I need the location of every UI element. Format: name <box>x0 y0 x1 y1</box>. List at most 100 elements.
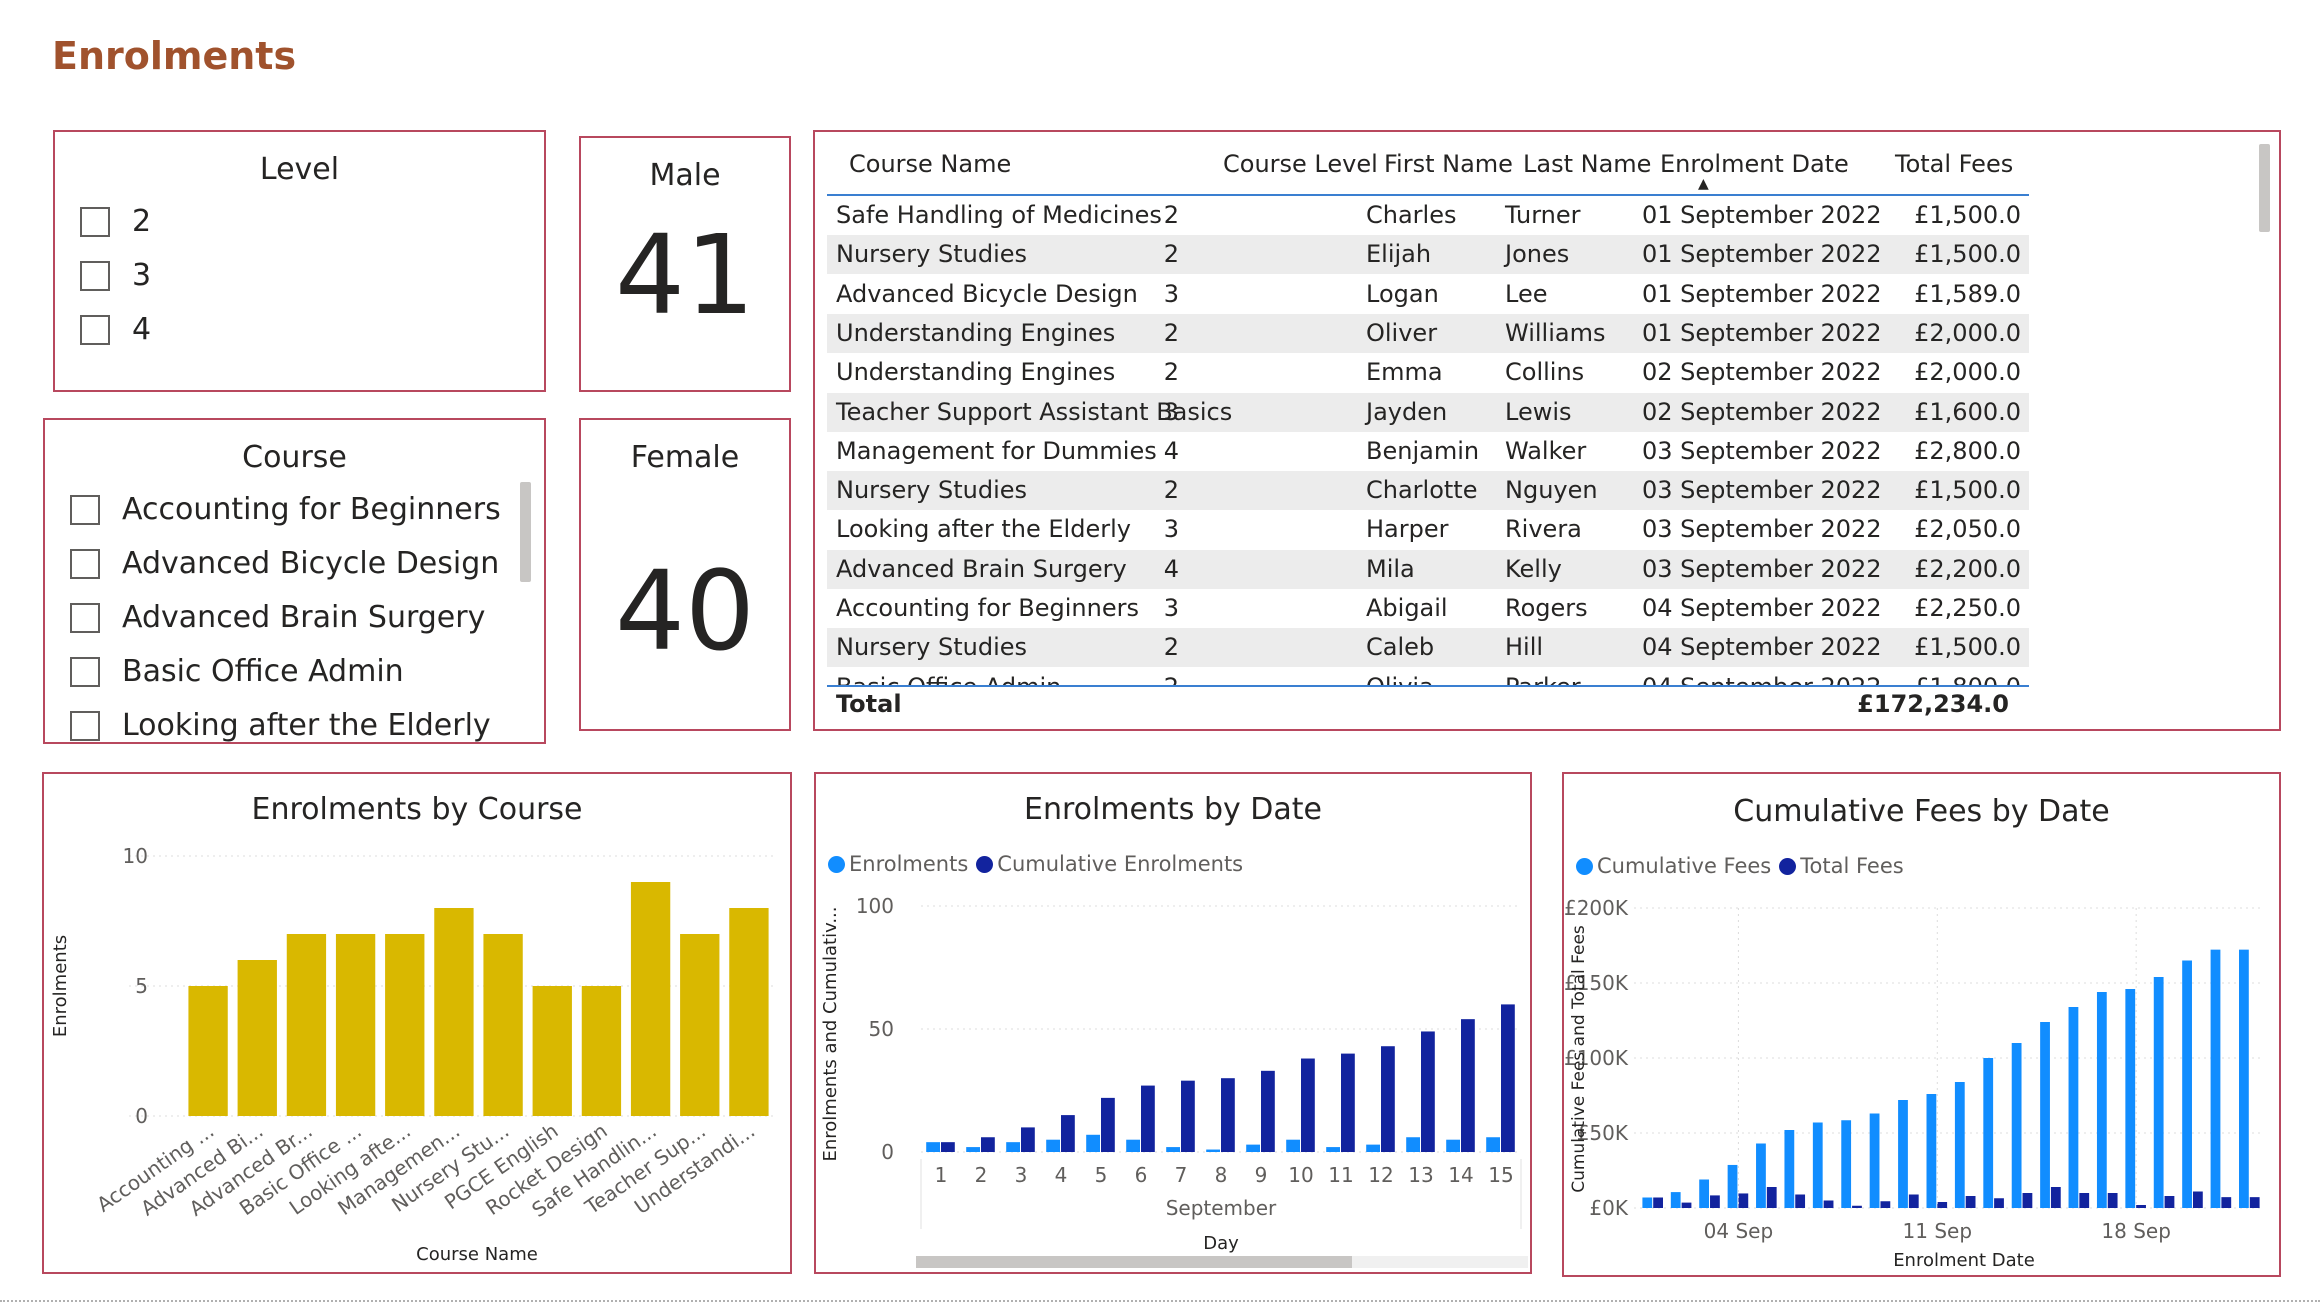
checkbox[interactable] <box>80 206 110 237</box>
bar-cumulative <box>941 1142 955 1152</box>
bar-cumulative <box>1221 1078 1235 1152</box>
cell-first-name: Mila <box>1366 554 1415 583</box>
table-row[interactable]: Accounting for Beginners 3 Abigail Rogers 04… <box>827 589 2029 628</box>
bar-cumulative-fees <box>1841 1120 1852 1208</box>
bar-cumulative-fees <box>1642 1197 1653 1208</box>
course-option[interactable]: Looking after the Elderly <box>70 708 491 742</box>
page-bottom-divider <box>0 1300 2320 1302</box>
x-tick-label: 11 Sep <box>1903 1219 1973 1243</box>
bar-cumulative-fees <box>1869 1113 1880 1208</box>
col-header-total-fees[interactable]: Total Fees <box>1895 150 2014 178</box>
bar-enrolments <box>966 1147 980 1152</box>
course-slicer-scrollbar[interactable] <box>520 482 531 582</box>
course-option[interactable]: Advanced Bicycle Design <box>70 546 499 581</box>
legend-label: Enrolments <box>849 852 969 876</box>
table-row[interactable]: Looking after the Elderly 3 Harper Rivera 03… <box>827 510 2029 549</box>
col-header-first-name[interactable]: First Name <box>1384 150 1513 178</box>
cell-course-name: Safe Handling of Medicines <box>836 201 1162 229</box>
course-option[interactable]: Accounting for Beginners <box>70 492 501 527</box>
cell-enrolment-date: 02 September 2022 <box>1642 397 1882 426</box>
col-header-enrolment-date[interactable]: Enrolment Date <box>1660 150 1849 178</box>
y-tick-label: £150K <box>1564 971 1629 995</box>
bar-total-fees <box>1937 1202 1948 1208</box>
bar-total-fees <box>2164 1196 2175 1208</box>
legend-dot-icon <box>976 855 994 873</box>
col-header-course-level[interactable]: Course Level <box>1223 150 1378 178</box>
table-scrollbar[interactable] <box>2259 144 2270 232</box>
table-row[interactable]: Understanding Engines 2 Oliver Williams 01 S… <box>827 313 2029 353</box>
male-card-label: Male <box>649 158 721 193</box>
table-row[interactable]: Understanding Engines 2 Emma Collins 02 Sept… <box>827 353 2029 392</box>
table-row[interactable]: Nursery Studies 2 Charlotte Nguyen 03 Septem… <box>827 471 2029 511</box>
checkbox[interactable] <box>70 548 100 579</box>
cell-first-name: Logan <box>1366 279 1439 308</box>
table-row[interactable]: Management for Dummies 4 Benjamin Walker 03 … <box>827 432 2029 471</box>
x-tick-label: 3 <box>1015 1163 1028 1187</box>
level-option-4[interactable]: 4 <box>80 312 151 347</box>
course-option[interactable]: Advanced Brain Surgery <box>70 600 485 635</box>
bar <box>581 986 622 1116</box>
bar-total-fees <box>1908 1194 1919 1208</box>
cell-last-name: Lee <box>1505 279 1548 308</box>
y-tick-label: £0K <box>1589 1196 1628 1220</box>
legend-item-total-fees[interactable]: Total Fees <box>1779 854 1904 878</box>
cell-course-name: Advanced Bicycle Design <box>836 279 1138 308</box>
level-option-2[interactable]: 2 <box>80 204 151 239</box>
legend-item-cumulative[interactable]: Cumulative Enrolments <box>976 852 1243 876</box>
bar-cumulative-fees <box>1784 1130 1795 1208</box>
legend-item-cumulative-fees[interactable]: Cumulative Fees <box>1576 854 1771 878</box>
cell-enrolment-date: 03 September 2022 <box>1642 436 1882 465</box>
table-row[interactable]: Advanced Brain Surgery 4 Mila Kelly 03 Septe… <box>827 549 2029 589</box>
table-row[interactable]: Advanced Bicycle Design 3 Logan Lee 01 Septe… <box>827 275 2029 314</box>
cell-course-level: 2 <box>1163 633 1179 662</box>
cell-enrolment-date: 04 September 2022 <box>1642 594 1882 622</box>
cell-last-name: Williams <box>1505 318 1606 347</box>
table-row[interactable]: Nursery Studies 2 Elijah Jones 01 September … <box>827 235 2029 275</box>
checkbox[interactable] <box>80 260 110 291</box>
checkbox[interactable] <box>80 314 110 345</box>
checkbox[interactable] <box>70 656 100 687</box>
bar-cumulative-fees <box>2239 949 2249 1208</box>
legend-item-enrolments[interactable]: Enrolments <box>828 852 968 876</box>
chart-scroll-thumb[interactable] <box>916 1256 1352 1268</box>
cell-last-name: Kelly <box>1505 554 1562 583</box>
cell-course-name: Nursery Studies <box>836 240 1028 269</box>
table-row[interactable]: Basic Office Admin 2 Olivia Parker 04 Septem… <box>827 668 2029 686</box>
checkbox[interactable] <box>70 710 100 741</box>
col-header-last-name[interactable]: Last Name <box>1523 150 1652 178</box>
x-tick-label: 2 <box>975 1163 988 1187</box>
chart-title: Enrolments by Course <box>251 792 583 827</box>
bar <box>385 934 425 1116</box>
cell-course-level: 4 <box>1163 436 1179 465</box>
cell-enrolment-date: 01 September 2022 <box>1642 201 1882 229</box>
bar-cumulative-fees <box>1898 1100 1908 1208</box>
col-header-course-name[interactable]: Course Name <box>849 150 1012 178</box>
sort-ascending-icon: ▲ <box>1698 176 1709 192</box>
y-tick-label: 5 <box>135 974 148 998</box>
checkbox[interactable] <box>70 602 100 633</box>
checkbox[interactable] <box>70 494 100 525</box>
bar-total-fees <box>2249 1197 2260 1208</box>
course-option-label: Accounting for Beginners <box>122 492 501 527</box>
table-row[interactable]: Safe Handling of Medicines 2 Charles Turner… <box>827 196 2029 235</box>
male-card: Male 41 <box>579 136 791 392</box>
bar-cumulative-fees <box>2153 977 2164 1208</box>
bar-cumulative <box>1101 1097 1115 1152</box>
bar-enrolments <box>1446 1139 1460 1152</box>
cell-course-name: Understanding Engines <box>836 358 1116 387</box>
bar <box>680 934 720 1116</box>
y-tick-label: 10 <box>123 844 148 868</box>
bar-cumulative-fees <box>2210 949 2221 1208</box>
table-row[interactable]: Nursery Studies 2 Caleb Hill 04 September 20… <box>827 628 2029 668</box>
table-row[interactable]: Teacher Support Assistant Basics 3 Jayden L… <box>827 392 2029 432</box>
bar-enrolments <box>1006 1142 1020 1152</box>
course-option[interactable]: Basic Office Admin <box>70 654 404 689</box>
bar <box>532 986 572 1116</box>
cell-last-name: Collins <box>1505 358 1585 387</box>
cell-enrolment-date: 04 September 2022 <box>1642 633 1882 662</box>
y-tick-label: 50 <box>869 1017 894 1041</box>
y-tick-label: 100 <box>856 894 894 918</box>
level-option-3[interactable]: 3 <box>80 258 151 293</box>
y-axis-label: Enrolments and Cumulativ... <box>820 907 841 1162</box>
x-axis-label: Day <box>1203 1233 1239 1254</box>
